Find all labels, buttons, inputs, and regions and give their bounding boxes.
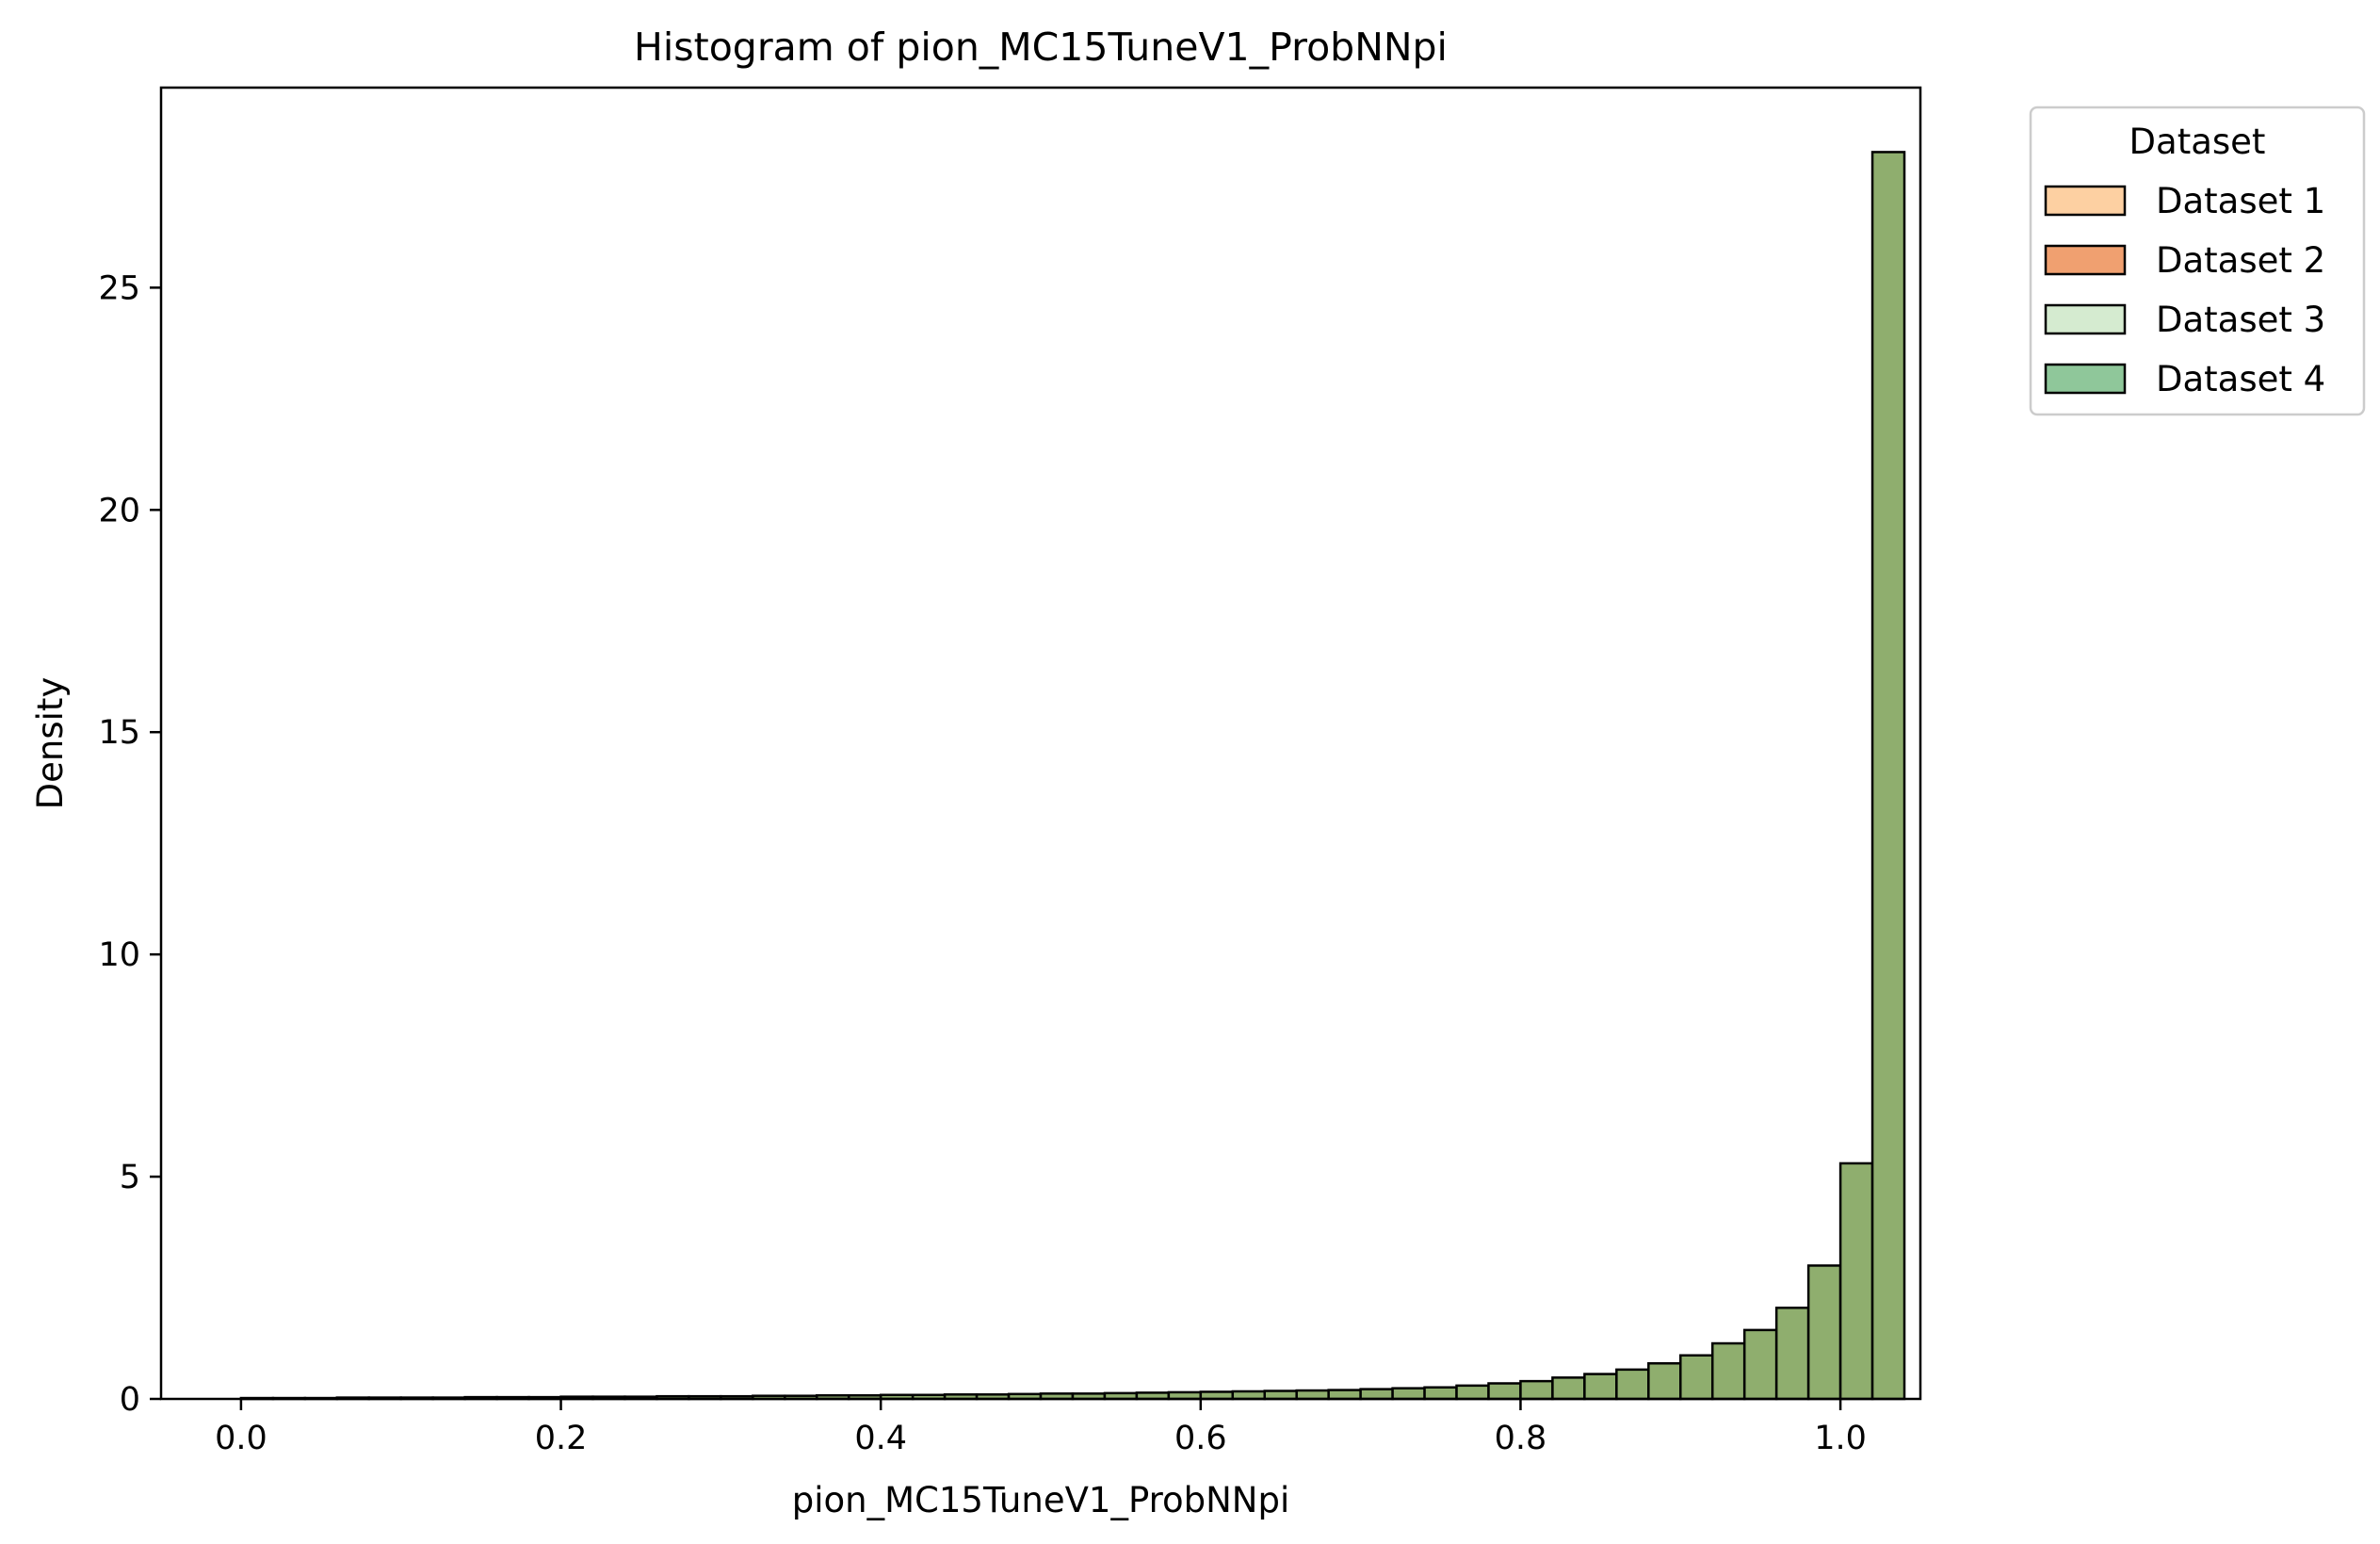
legend-label: Dataset 4 [2156,359,2325,399]
histogram-bar [1615,1368,1650,1401]
x-tick-label: 0.0 [215,1420,267,1457]
legend-label: Dataset 3 [2156,300,2325,340]
legend-swatch [2044,303,2127,335]
histogram-bar [1647,1362,1682,1401]
x-axis-label: pion_MC15TuneV1_ProbNNpi [792,1480,1290,1520]
histogram-bar [1742,1328,1778,1401]
histogram-bar [1487,1382,1522,1401]
histogram-bar [1391,1387,1426,1401]
y-tick-label: 10 [98,936,140,974]
legend-title: Dataset [2129,122,2266,162]
histogram-bar [1551,1376,1586,1401]
histogram-bar [1519,1379,1554,1401]
chart-title: Histogram of pion_MC15TuneV1_ProbNNpi [634,24,1448,70]
x-axis-ticks: 0.0 0.2 0.4 0.6 0.8 1.0 [215,1399,1867,1457]
legend-swatch [2044,244,2127,276]
histogram-bar [1838,1162,1874,1401]
histogram-bar [1583,1373,1618,1401]
legend-swatch [2044,185,2127,217]
histogram-bar [1870,151,1906,1401]
y-tick-label: 20 [98,492,140,529]
x-tick-label: 1.0 [1814,1420,1867,1457]
histogram-bar [1423,1386,1458,1401]
legend-label: Dataset 2 [2156,240,2325,281]
legend-items: Dataset 1 Dataset 2 Dataset 3 Dataset 4 [2044,181,2325,399]
histogram-bar [1359,1388,1394,1401]
histogram-bar [1263,1390,1298,1401]
histogram-bar [1806,1264,1842,1401]
x-tick-label: 0.8 [1495,1420,1547,1457]
histogram-bar [1327,1389,1362,1401]
histogram-bars [239,151,1906,1401]
histogram-bar [1679,1354,1714,1401]
y-tick-label: 15 [98,714,140,752]
x-tick-label: 0.6 [1174,1420,1227,1457]
legend-label: Dataset 1 [2156,181,2325,221]
y-axis-ticks: 0 5 10 15 20 25 [98,269,161,1419]
legend-frame [2029,106,2366,416]
plot-frame [159,86,1922,1401]
histogram-bar [1710,1341,1746,1401]
x-tick-label: 0.2 [535,1420,588,1457]
y-tick-label: 5 [120,1159,140,1196]
histogram-bar [1455,1384,1490,1401]
histogram-bar [1295,1389,1330,1401]
y-axis-label: Density [30,677,71,810]
legend-swatch [2044,363,2127,395]
y-tick-label: 0 [120,1381,140,1419]
histogram-bar [1774,1307,1810,1401]
y-tick-label: 25 [98,269,140,307]
x-tick-label: 0.4 [854,1420,907,1457]
